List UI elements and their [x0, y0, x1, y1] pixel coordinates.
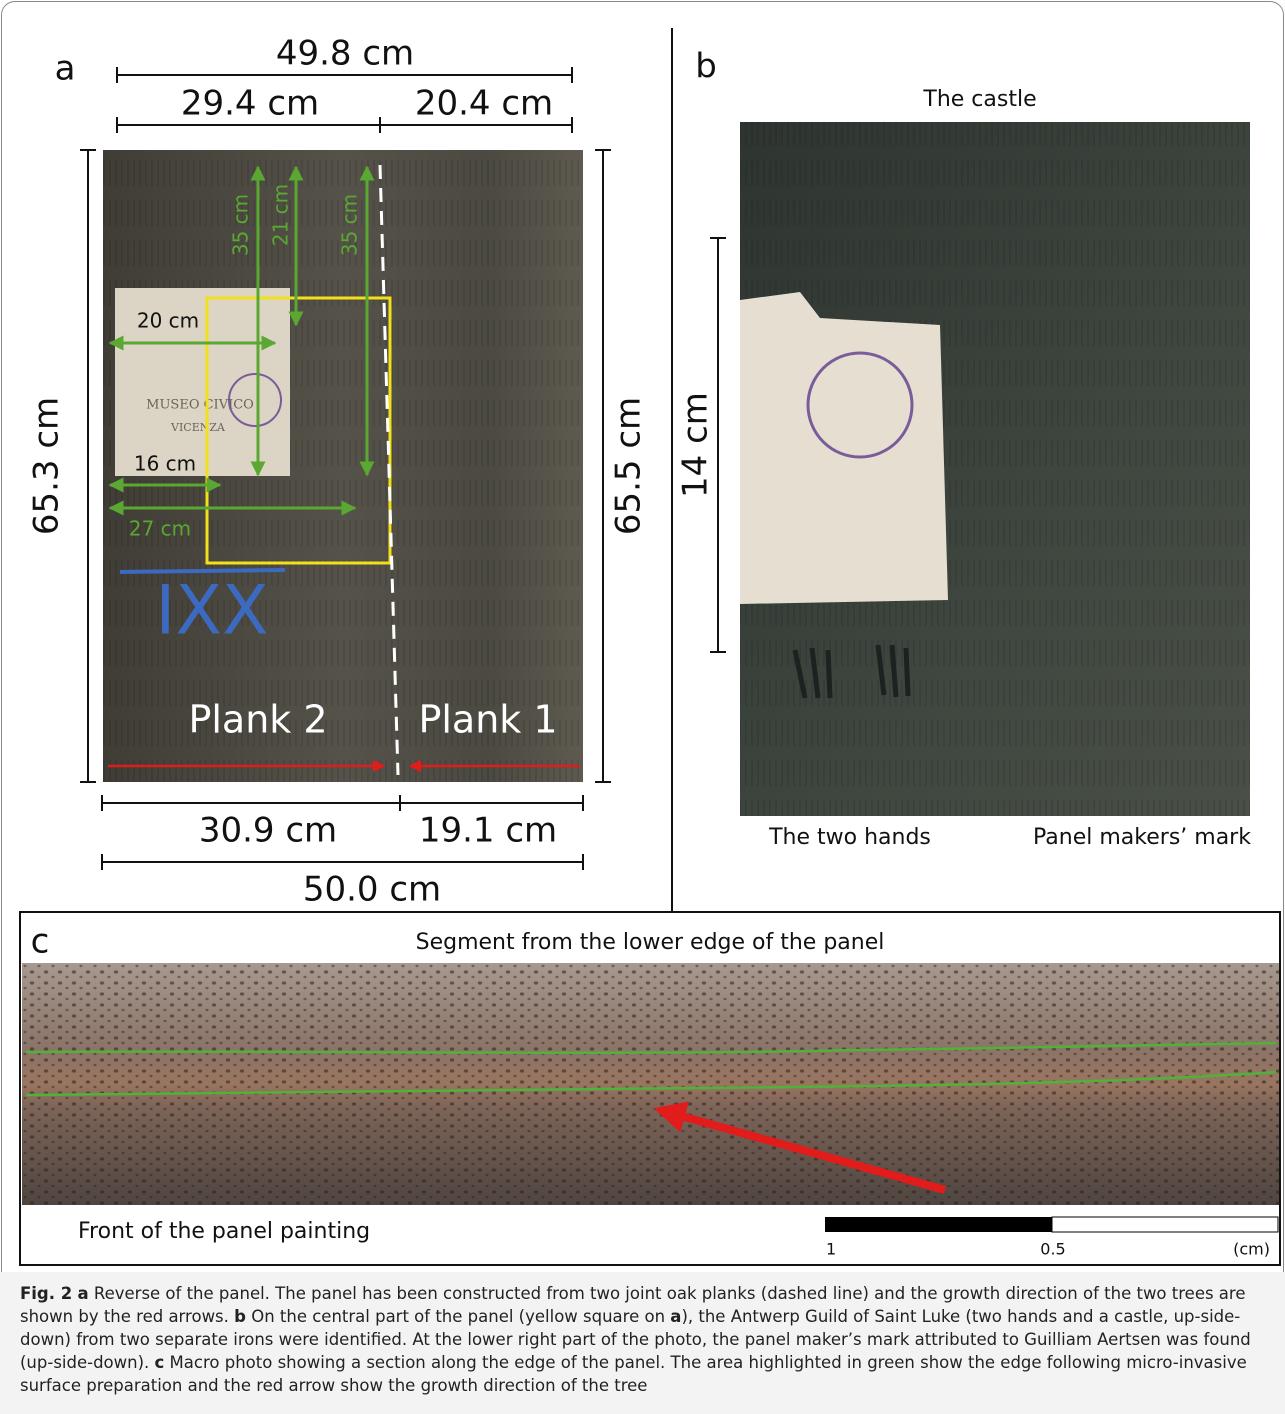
caption-text: Macro photo showing a section along the …	[20, 1353, 1252, 1395]
inventory-mark: IXX	[155, 572, 268, 651]
dimension-label: 19.1 cm	[419, 811, 557, 851]
caption-text: a	[670, 1307, 681, 1326]
photo-label: Panel makers’ mark	[1033, 825, 1251, 850]
photo-label: The two hands	[768, 825, 931, 850]
caption: Fig. 2 a Reverse of the panel. The panel…	[0, 1272, 1285, 1414]
green-label: 35 cm	[338, 194, 362, 256]
green-label: 27 cm	[129, 517, 191, 541]
dimension-label: 20.4 cm	[415, 84, 553, 124]
figure: a 49.8 cm 29.4 cm 20.4 cm 65.3 cm 65.5 c…	[0, 0, 1285, 1272]
plank-label: Plank 1	[418, 698, 557, 742]
green-label: 21 cm	[269, 184, 293, 246]
label-text: MUSEO CIVICO	[146, 398, 254, 413]
dimension-label: 65.5 cm	[609, 397, 649, 535]
green-label: 20 cm	[137, 309, 199, 333]
caption-text: a	[77, 1284, 88, 1303]
green-label: 16 cm	[134, 452, 196, 476]
macro-photo	[22, 963, 1279, 1205]
photo-label: Front of the panel painting	[78, 1219, 370, 1244]
panel-label: b	[695, 47, 717, 87]
dimension-label: 65.3 cm	[27, 397, 67, 535]
label-text: VICENZA	[170, 421, 226, 434]
scale-label: 0.5	[1040, 1240, 1065, 1259]
scale-label: (cm)	[1233, 1240, 1270, 1259]
detail-photo	[740, 122, 1250, 816]
caption-text: Fig. 2	[20, 1284, 72, 1303]
scale-bar	[825, 1217, 1278, 1232]
dimension-label: 49.8 cm	[276, 34, 414, 74]
plank-label: Plank 2	[188, 698, 327, 742]
dimension-label: 29.4 cm	[181, 84, 319, 124]
dimension-label: 50.0 cm	[303, 870, 441, 910]
green-label: 35 cm	[229, 194, 253, 256]
panel-label: c	[31, 922, 50, 962]
panel-label: a	[55, 49, 76, 89]
caption-text: On the central part of the panel (yellow…	[246, 1307, 670, 1326]
caption-text: c	[155, 1353, 165, 1372]
photo-label: The castle	[922, 87, 1036, 112]
panel-title: Segment from the lower edge of the panel	[416, 930, 885, 955]
dimension-label: 30.9 cm	[199, 811, 337, 851]
scale-label: 14 cm	[676, 392, 716, 498]
caption-text: b	[234, 1307, 246, 1326]
scale-label: 1	[826, 1240, 836, 1259]
